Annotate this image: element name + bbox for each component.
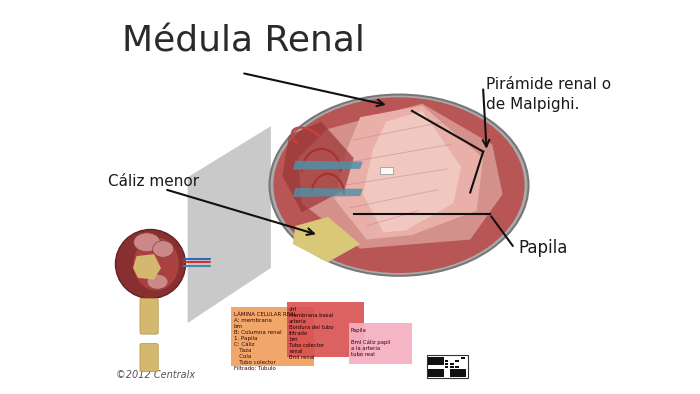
FancyBboxPatch shape xyxy=(444,360,449,362)
Ellipse shape xyxy=(274,97,524,273)
FancyBboxPatch shape xyxy=(428,369,444,377)
Text: Papila: Papila xyxy=(518,239,568,257)
Text: Pirámide renal o
de Malpighi.: Pirámide renal o de Malpighi. xyxy=(486,77,612,112)
FancyBboxPatch shape xyxy=(231,307,314,366)
FancyBboxPatch shape xyxy=(349,323,412,364)
FancyBboxPatch shape xyxy=(434,372,438,374)
FancyBboxPatch shape xyxy=(450,363,454,365)
Text: LÁMINA CELULAR REAL
A: membrana
bm
B: Columna renal
1. Papila
C: Cáliz
   Taza
 : LÁMINA CELULAR REAL A: membrana bm B: Co… xyxy=(234,312,297,371)
FancyBboxPatch shape xyxy=(456,360,459,362)
Polygon shape xyxy=(133,254,161,280)
FancyBboxPatch shape xyxy=(444,366,449,368)
Ellipse shape xyxy=(134,233,160,252)
Text: vlrl
Membrana basal
arteria
Bordura del tubo
filtrado
bm
Tubo colector
renal
Bml: vlrl Membrana basal arteria Bordura del … xyxy=(289,307,334,360)
FancyBboxPatch shape xyxy=(428,357,444,365)
Ellipse shape xyxy=(116,229,186,299)
Ellipse shape xyxy=(147,274,168,289)
FancyBboxPatch shape xyxy=(461,369,465,372)
FancyBboxPatch shape xyxy=(434,362,438,365)
Polygon shape xyxy=(293,188,363,197)
FancyBboxPatch shape xyxy=(439,357,443,359)
FancyBboxPatch shape xyxy=(287,302,364,357)
Text: Médula Renal: Médula Renal xyxy=(122,24,365,58)
Text: Cáliz menor: Cáliz menor xyxy=(108,174,200,189)
Text: Papila

Bml Cáliz papil
a la arteria
tubo real: Papila Bml Cáliz papil a la arteria tubo… xyxy=(351,328,390,357)
Text: ©2012 Centralx: ©2012 Centralx xyxy=(116,370,195,380)
FancyBboxPatch shape xyxy=(450,372,455,374)
Ellipse shape xyxy=(270,95,528,276)
Ellipse shape xyxy=(136,260,158,276)
FancyBboxPatch shape xyxy=(140,344,158,372)
FancyBboxPatch shape xyxy=(444,363,449,365)
Polygon shape xyxy=(188,126,271,323)
FancyBboxPatch shape xyxy=(450,369,466,377)
FancyBboxPatch shape xyxy=(456,366,459,368)
Polygon shape xyxy=(293,217,360,262)
Polygon shape xyxy=(282,122,354,212)
Polygon shape xyxy=(334,106,483,240)
Polygon shape xyxy=(293,161,363,170)
FancyBboxPatch shape xyxy=(450,366,454,368)
Ellipse shape xyxy=(153,241,174,257)
FancyBboxPatch shape xyxy=(379,167,393,174)
Polygon shape xyxy=(363,111,461,232)
Ellipse shape xyxy=(133,237,179,291)
FancyBboxPatch shape xyxy=(461,357,465,359)
FancyBboxPatch shape xyxy=(140,298,158,334)
FancyBboxPatch shape xyxy=(427,355,468,378)
Polygon shape xyxy=(298,104,503,249)
